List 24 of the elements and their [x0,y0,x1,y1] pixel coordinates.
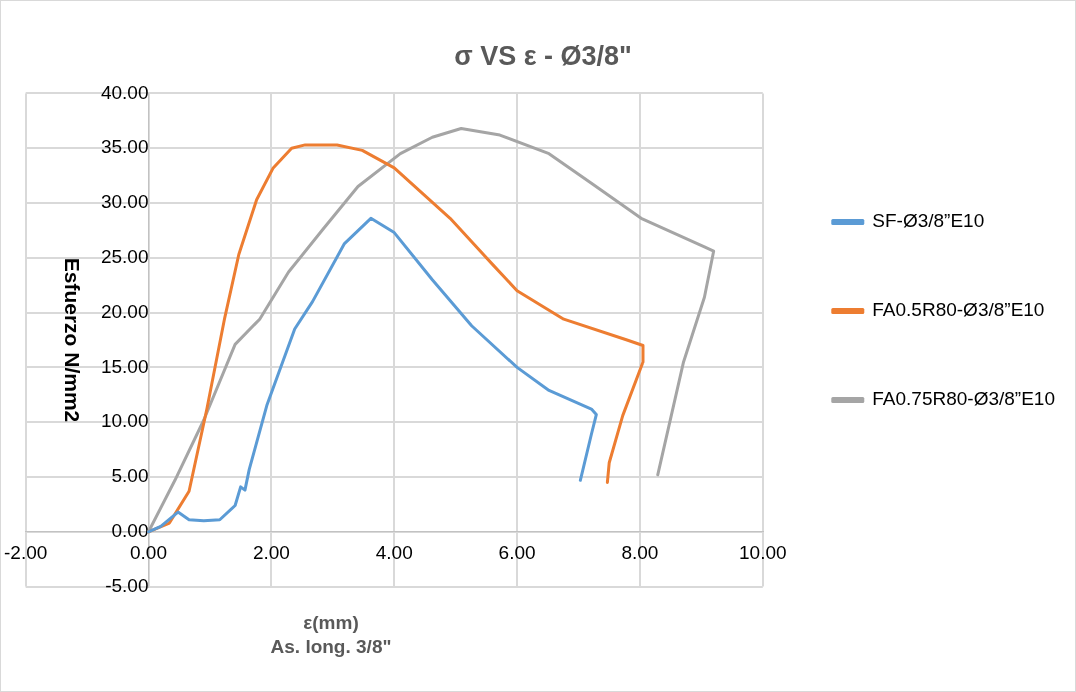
x-tick-label: 2.00 [252,542,290,564]
legend-label: FA0.5R80-Ø3/8”E10 [872,299,1045,321]
y-tick-label: 0.00 [111,520,149,542]
text: As. long. 3/8" [269,635,393,659]
x-tick-label: 8.00 [621,542,659,564]
y-tick-label: 15.00 [100,355,149,377]
x-axis-title: ε(mm) [302,611,360,635]
y-tick-label: 10.00 [100,410,149,432]
x-tick-label: 6.00 [498,542,536,564]
y-tick-label: 25.00 [100,246,149,268]
legend-label: FA0.75R80-Ø3/8”E10 [872,388,1055,410]
y-tick-label: 40.00 [100,81,149,103]
x-tick-label: 0.00 [130,542,167,564]
y-tick-label: 5.00 [111,465,149,487]
y-tick-label: -5.00 [105,574,149,596]
y-tick-label: 20.00 [100,300,149,322]
x-tick-label: 10.00 [739,542,787,564]
chart-title: σ VS ε - Ø3/8" [454,40,632,71]
y-axis-title: Esfuerzo N/mm2 [60,257,84,423]
legend-label: SF-Ø3/8”E10 [872,210,985,232]
x-tick-label: 4.00 [375,542,413,564]
y-tick-label: 35.00 [100,136,149,158]
y-tick-label: 30.00 [100,191,149,213]
x-tick-label: -2.00 [4,542,48,564]
